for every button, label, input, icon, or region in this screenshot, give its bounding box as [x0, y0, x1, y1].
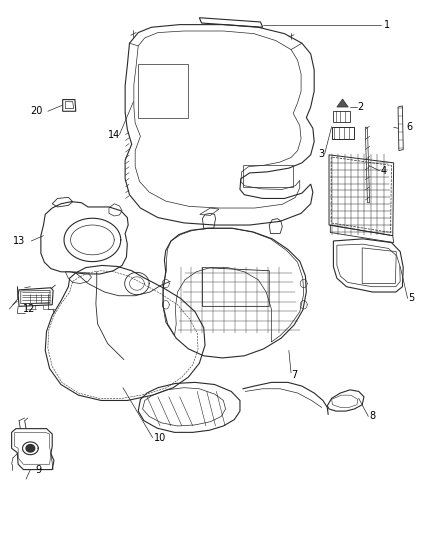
- Text: 8: 8: [369, 411, 375, 422]
- Text: 4: 4: [381, 166, 387, 176]
- Polygon shape: [337, 99, 348, 107]
- Text: 9: 9: [35, 465, 42, 474]
- Text: 14: 14: [108, 130, 120, 140]
- Text: 2: 2: [357, 102, 364, 112]
- Text: 3: 3: [318, 149, 325, 159]
- Text: 6: 6: [407, 122, 413, 132]
- Polygon shape: [26, 445, 35, 452]
- Text: 12: 12: [23, 304, 36, 314]
- Text: 5: 5: [409, 293, 415, 303]
- Text: 10: 10: [153, 433, 166, 443]
- Text: 13: 13: [13, 236, 25, 246]
- Text: 1: 1: [384, 20, 390, 30]
- Text: 7: 7: [291, 370, 297, 381]
- Text: 20: 20: [30, 106, 43, 116]
